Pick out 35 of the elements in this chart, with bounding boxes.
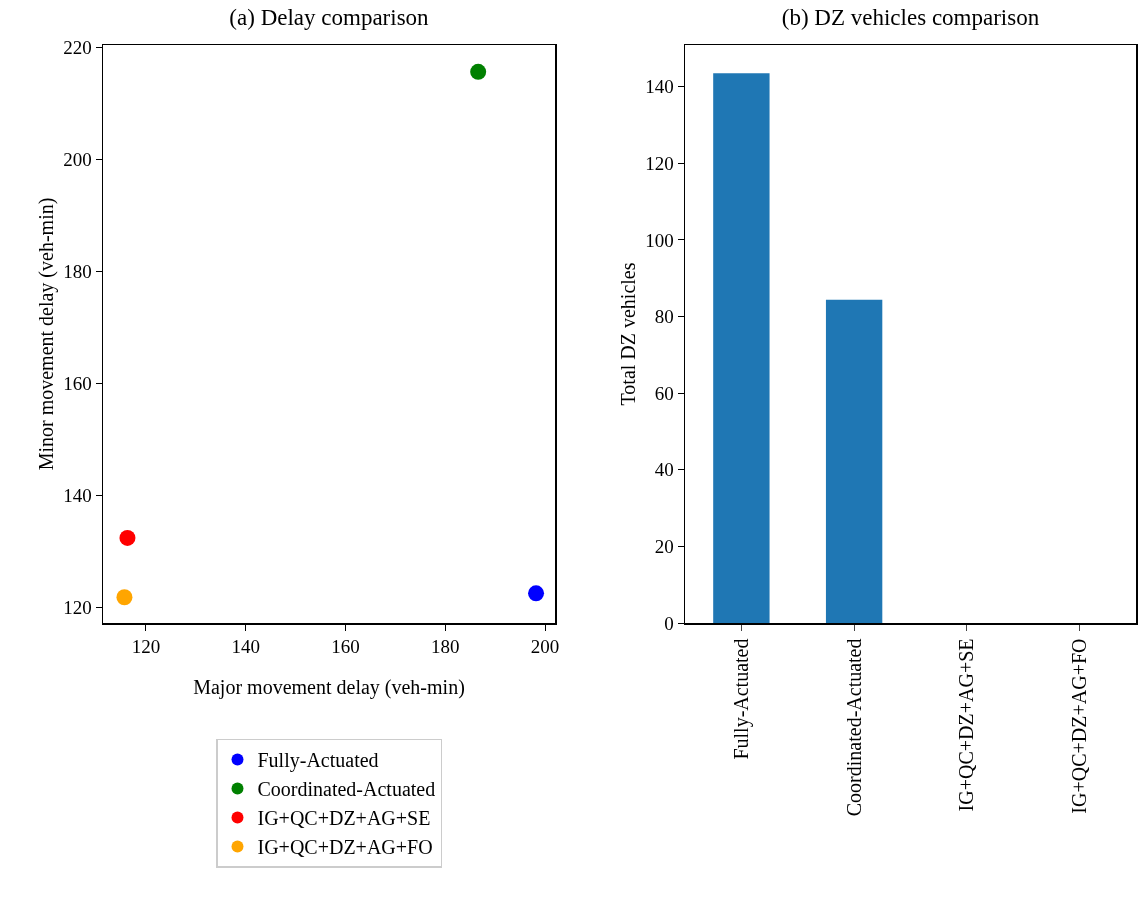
x-tick-label: IG+QC+DZ+AG+FO <box>1068 638 1091 814</box>
legend-label: IG+QC+DZ+AG+SE <box>257 807 431 830</box>
point <box>528 585 545 602</box>
y-axis-title: Minor movement delay (veh-min) <box>34 197 58 471</box>
y-axis-title: Total DZ vehicles <box>616 262 639 406</box>
x-tick-label: 200 <box>530 636 560 658</box>
y-tick-label: 120 <box>645 153 674 175</box>
y-tick-label: 140 <box>645 76 674 98</box>
point <box>470 63 487 80</box>
y-tick-label: 120 <box>63 596 92 618</box>
y-tick-label: 200 <box>63 149 92 171</box>
y-tick-label: 20 <box>654 536 674 558</box>
x-tick-label: 140 <box>231 636 260 658</box>
x-tick-label: IG+QC+DZ+AG+SE <box>955 638 978 812</box>
x-tick-label: 160 <box>331 636 360 658</box>
x-tick-label: 120 <box>131 636 161 658</box>
y-tick-label: 40 <box>654 459 674 481</box>
y-tick-label: 220 <box>63 37 92 59</box>
y-tick-label: 60 <box>654 382 674 404</box>
y-tick-label: 100 <box>645 229 674 251</box>
legend-label: IG+QC+DZ+AG+FO <box>257 836 433 859</box>
y-tick-label: 80 <box>654 306 674 328</box>
x-axis-title: Major movement delay (veh-min) <box>193 675 465 699</box>
y-tick-label: 0 <box>664 612 674 634</box>
point <box>119 529 136 546</box>
legend-label: Fully-Actuated <box>257 749 379 773</box>
x-tick-label: Coordinated-Actuated <box>842 638 865 817</box>
y-tick-label: 160 <box>63 373 92 395</box>
chart-title: (a) Delay comparison <box>229 5 430 31</box>
point <box>116 589 133 606</box>
x-tick-label: 180 <box>430 636 460 658</box>
y-tick-label: 140 <box>63 485 92 507</box>
x-tick-label: Fully-Actuated <box>729 638 753 760</box>
chart-title: (b) DZ vehicles comparison <box>781 5 1040 31</box>
y-tick-label: 180 <box>63 261 92 283</box>
